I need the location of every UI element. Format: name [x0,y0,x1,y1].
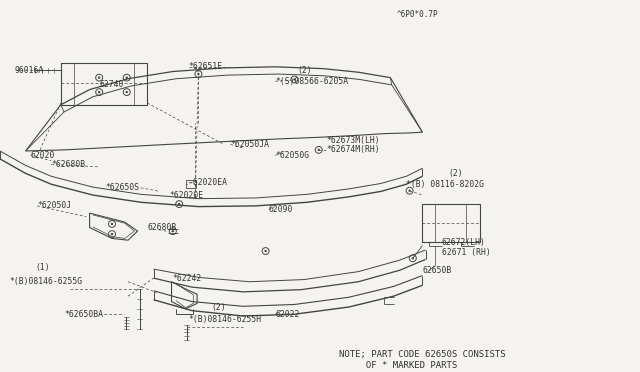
Text: *62050G: *62050G [275,151,309,160]
Text: 62650B: 62650B [422,266,452,275]
Text: 62090: 62090 [269,205,293,214]
Text: 62671 (RH): 62671 (RH) [442,248,490,257]
Bar [61,63,147,105]
Text: *62673M(LH): *62673M(LH) [326,136,380,145]
Circle shape [111,223,113,225]
Text: *(B)08146-6255G: *(B)08146-6255G [10,277,83,286]
Text: 62672(LH): 62672(LH) [442,238,486,247]
Text: 62020: 62020 [31,151,55,160]
Circle shape [317,149,320,151]
Circle shape [408,190,411,192]
Text: 62680B: 62680B [147,223,177,232]
Bar [186,180,196,188]
Circle shape [98,77,100,79]
Circle shape [125,77,128,79]
Text: *62680B: *62680B [51,160,85,169]
Text: 62022: 62022 [275,310,300,319]
Text: (2): (2) [298,66,312,75]
Text: NOTE; PART CODE 62650S CONSISTS
     OF * MARKED PARTS: NOTE; PART CODE 62650S CONSISTS OF * MAR… [339,350,506,370]
Text: ^6P0*0.7P: ^6P0*0.7P [397,10,438,19]
Text: *(S)08566-6205A: *(S)08566-6205A [275,77,348,86]
Text: 62740: 62740 [99,80,124,89]
Circle shape [125,91,128,93]
Text: 96016A: 96016A [15,66,44,75]
Text: (2): (2) [211,302,226,311]
Circle shape [98,91,100,93]
Circle shape [412,257,414,259]
Text: (1): (1) [35,263,50,272]
Text: *(B)08146-6255H: *(B)08146-6255H [189,315,262,324]
Text: *(B) 08116-8202G: *(B) 08116-8202G [406,180,484,189]
Circle shape [197,73,200,75]
Text: *62674M(RH): *62674M(RH) [326,145,380,154]
Text: *62651E: *62651E [189,62,223,71]
Circle shape [293,78,296,81]
Text: *62650S: *62650S [106,183,140,192]
Circle shape [172,230,174,232]
Circle shape [178,203,180,205]
Text: *62650BA: *62650BA [64,310,103,319]
Bar [422,204,480,242]
Text: *62050JA: *62050JA [230,140,269,149]
Text: *62020E: *62020E [170,190,204,199]
Text: (2): (2) [448,169,463,178]
Text: *62050J: *62050J [37,201,71,211]
Circle shape [111,233,113,235]
Circle shape [264,250,267,252]
Text: -62020EA: -62020EA [189,178,228,187]
Text: *62242: *62242 [173,274,202,283]
